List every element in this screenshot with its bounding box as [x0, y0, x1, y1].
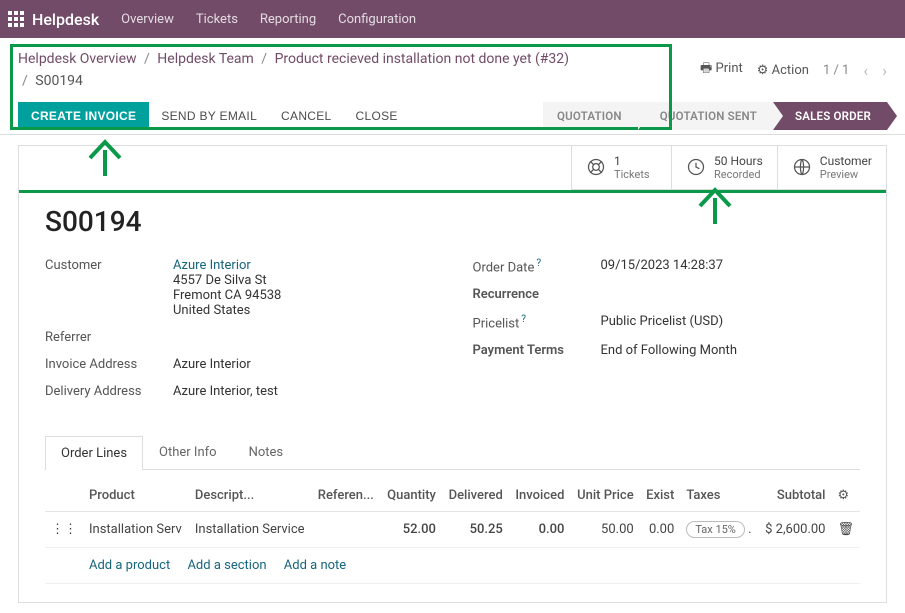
header-actions: 🖶 Print ⚙ Action 1 / 1 ‹ ›: [700, 48, 887, 93]
crumb-overview[interactable]: Helpdesk Overview: [18, 51, 137, 67]
add-note-link[interactable]: Add a note: [284, 558, 346, 573]
add-section-link[interactable]: Add a section: [187, 558, 266, 573]
app-name[interactable]: Helpdesk: [32, 10, 99, 29]
header-row: Helpdesk Overview / Helpdesk Team / Prod…: [0, 38, 905, 99]
record-name: S00194: [45, 205, 860, 238]
send-email-button[interactable]: SEND BY EMAIL: [149, 102, 269, 130]
th-product[interactable]: Product: [83, 480, 189, 512]
customer-addr1: 4557 De Silva St: [173, 273, 281, 288]
create-invoice-button[interactable]: CREATE INVOICE: [18, 102, 149, 130]
tab-other-info[interactable]: Other Info: [143, 435, 233, 469]
close-button[interactable]: CLOSE: [344, 102, 410, 130]
columns-settings-icon[interactable]: ⚙: [831, 480, 860, 512]
tabs: Order Lines Other Info Notes: [45, 435, 860, 470]
arrow-up-icon: [694, 184, 736, 226]
delete-row-icon[interactable]: 🗑: [831, 511, 860, 547]
breadcrumb: Helpdesk Overview / Helpdesk Team / Prod…: [18, 48, 569, 93]
pricelist[interactable]: Public Pricelist (USD): [601, 314, 724, 331]
invoice-addr[interactable]: Azure Interior: [173, 357, 251, 372]
cell-subtotal: $ 2,600.00: [758, 511, 831, 547]
nav-overview[interactable]: Overview: [121, 12, 174, 27]
print-button[interactable]: 🖶 Print: [700, 59, 743, 81]
status-quotation[interactable]: QUOTATION: [543, 102, 638, 130]
table-row[interactable]: ⋮⋮ Installation Serv Installation Servic…: [45, 511, 860, 547]
cell-delivered[interactable]: 50.25: [442, 511, 509, 547]
customer-addr2: Fremont CA 94538: [173, 288, 281, 303]
apps-icon[interactable]: [8, 11, 24, 27]
th-invoiced[interactable]: Invoiced: [509, 480, 571, 512]
top-nav: Helpdesk Overview Tickets Reporting Conf…: [0, 0, 905, 38]
order-lines-table: Product Descript... Referen... Quantity …: [45, 480, 860, 584]
label-payment-terms: Payment Terms: [473, 343, 601, 358]
cell-taxes[interactable]: Tax 15% .: [680, 511, 758, 547]
nav-reporting[interactable]: Reporting: [260, 12, 316, 27]
label-pricelist: Pricelist?: [473, 314, 601, 331]
status-bar: QUOTATION QUOTATION SENT SALES ORDER: [543, 98, 887, 134]
cell-exist[interactable]: 0.00: [640, 511, 681, 547]
th-subtotal[interactable]: Subtotal: [758, 480, 831, 512]
nav-tickets[interactable]: Tickets: [196, 12, 238, 27]
cancel-button[interactable]: CANCEL: [269, 102, 343, 130]
stat-tickets[interactable]: 1Tickets: [571, 146, 671, 190]
th-quantity[interactable]: Quantity: [381, 480, 442, 512]
lifebuoy-icon: [586, 157, 606, 177]
label-referrer: Referrer: [45, 330, 173, 345]
cell-product[interactable]: Installation Serv: [83, 511, 189, 547]
crumb-team[interactable]: Helpdesk Team: [157, 51, 254, 67]
status-quotation-sent[interactable]: QUOTATION SENT: [638, 102, 773, 130]
cell-unit-price[interactable]: 50.00: [570, 511, 639, 547]
action-bar: CREATE INVOICE SEND BY EMAIL CANCEL CLOS…: [0, 99, 905, 135]
th-reference[interactable]: Referen...: [312, 480, 381, 512]
cell-invoiced[interactable]: 0.00: [509, 511, 571, 547]
label-customer: Customer: [45, 258, 173, 318]
clock-icon: [686, 157, 706, 177]
order-date[interactable]: 09/15/2023 14:28:37: [601, 258, 724, 275]
payment-terms[interactable]: End of Following Month: [601, 343, 737, 358]
crumb-current: S00194: [35, 73, 83, 89]
label-order-date: Order Date?: [473, 258, 601, 275]
label-invoice-addr: Invoice Address: [45, 357, 173, 372]
customer-link[interactable]: Azure Interior: [173, 258, 281, 273]
th-delivered[interactable]: Delivered: [442, 480, 509, 512]
cell-description[interactable]: Installation Service: [189, 511, 312, 547]
tab-notes[interactable]: Notes: [233, 435, 300, 469]
form-sheet: 1Tickets 50 HoursRecorded CustomerPrevie…: [18, 145, 887, 603]
nav-configuration[interactable]: Configuration: [338, 12, 416, 27]
drag-handle-icon[interactable]: ⋮⋮: [45, 511, 83, 547]
action-button[interactable]: ⚙ Action: [757, 63, 809, 78]
stat-buttons: 1Tickets 50 HoursRecorded CustomerPrevie…: [19, 146, 886, 193]
tab-order-lines[interactable]: Order Lines: [45, 436, 143, 470]
customer-addr3: United States: [173, 303, 281, 318]
cell-quantity[interactable]: 52.00: [381, 511, 442, 547]
globe-icon: [792, 157, 812, 177]
th-description[interactable]: Descript...: [189, 480, 312, 512]
add-product-link[interactable]: Add a product: [89, 558, 170, 573]
th-taxes[interactable]: Taxes: [680, 480, 758, 512]
pager: 1 / 1: [823, 63, 849, 78]
th-unit-price[interactable]: Unit Price: [570, 480, 639, 512]
status-sales-order[interactable]: SALES ORDER: [773, 102, 887, 130]
arrow-up-icon: [84, 136, 126, 178]
delivery-addr[interactable]: Azure Interior, test: [173, 384, 278, 399]
label-delivery-addr: Delivery Address: [45, 384, 173, 399]
label-recurrence: Recurrence: [473, 287, 601, 302]
cell-reference[interactable]: [312, 511, 381, 547]
crumb-ticket[interactable]: Product recieved installation not done y…: [275, 51, 569, 67]
next-icon[interactable]: ›: [882, 61, 887, 80]
stat-customer-preview[interactable]: CustomerPreview: [777, 146, 886, 190]
th-exist[interactable]: Exist: [640, 480, 681, 512]
prev-icon[interactable]: ‹: [863, 61, 868, 80]
